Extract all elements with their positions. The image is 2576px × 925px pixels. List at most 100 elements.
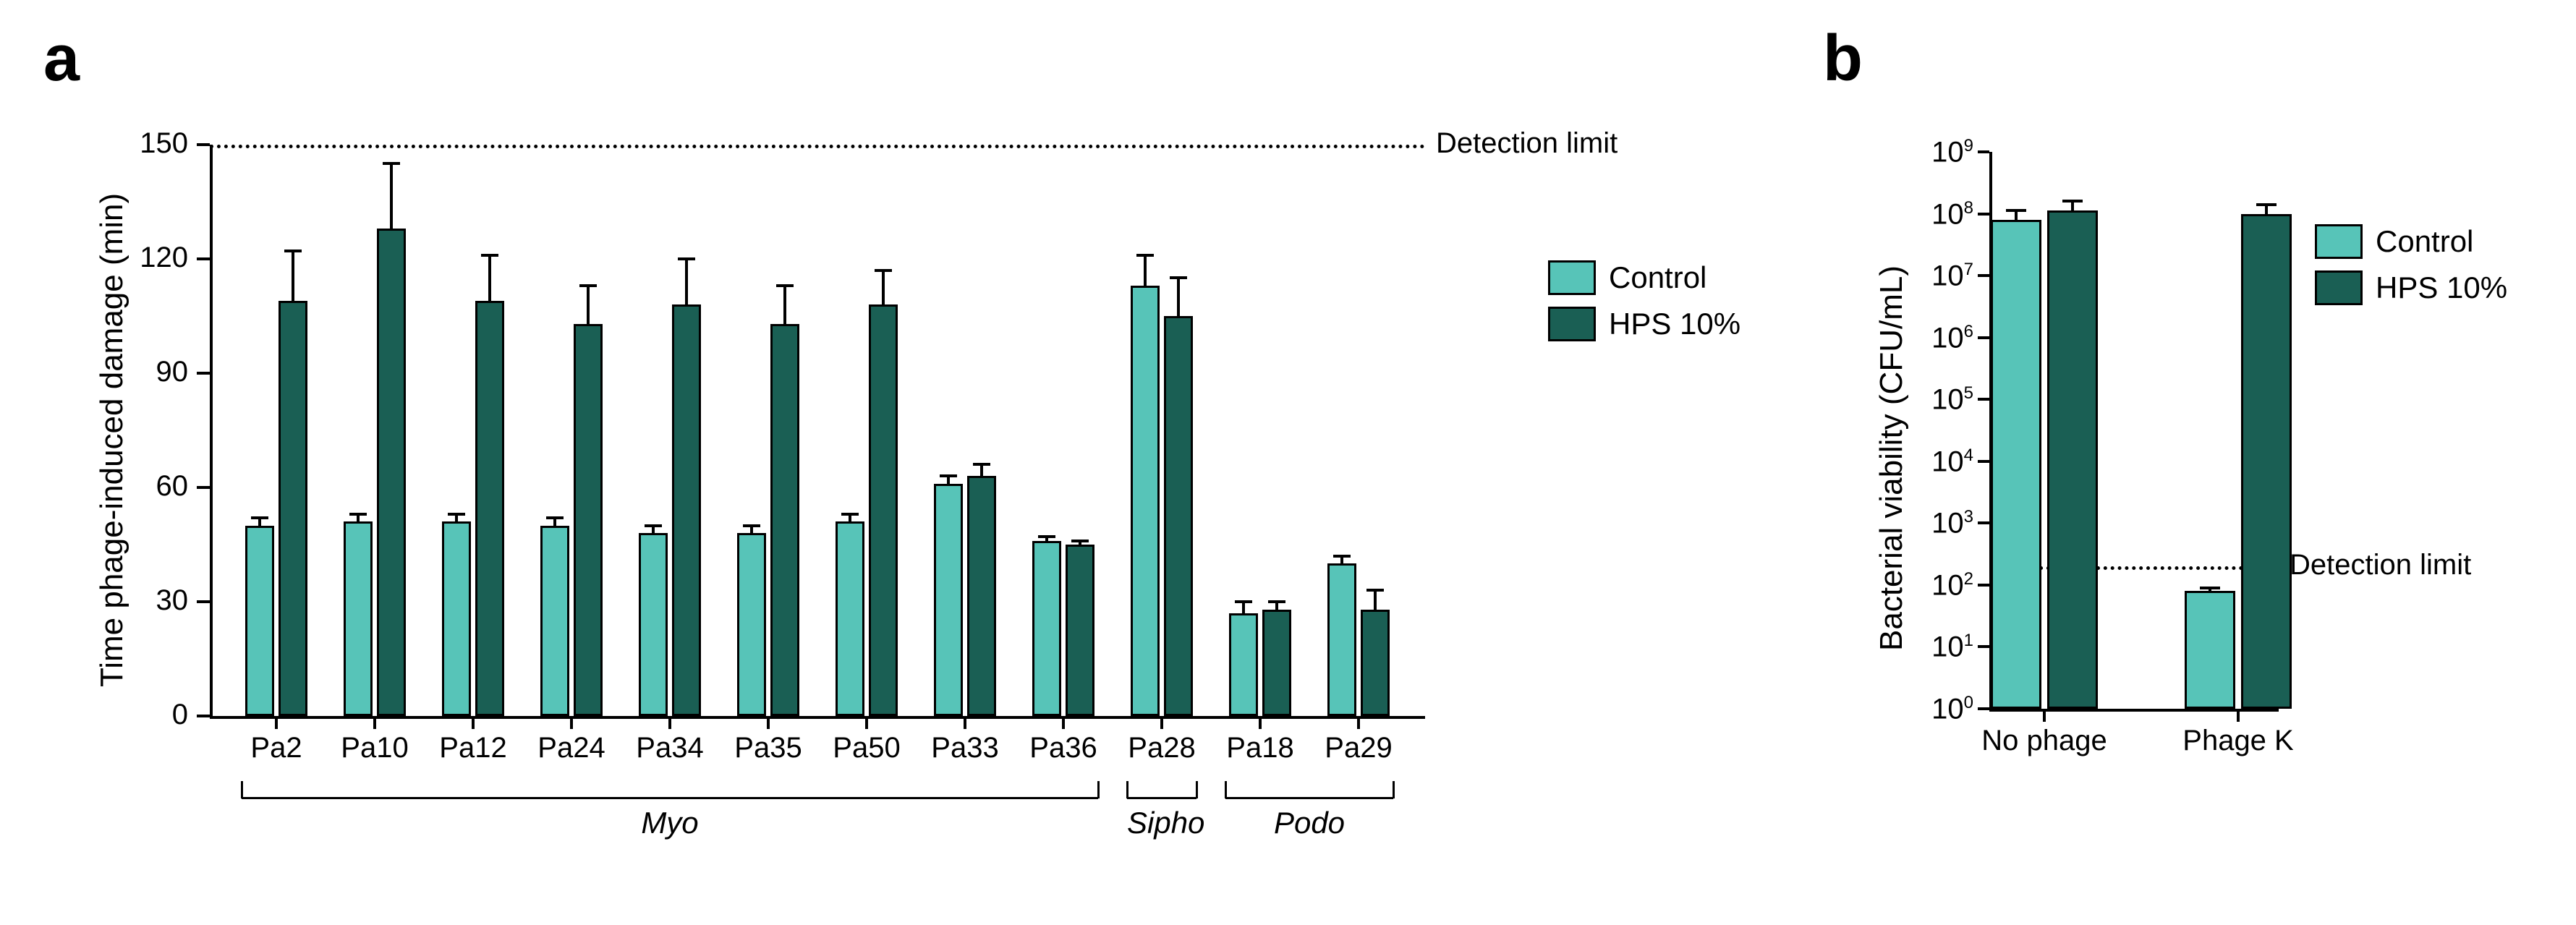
x-tick-label: Pa35 — [725, 732, 812, 764]
detection-limit-label: Detection limit — [1436, 127, 1618, 160]
error-cap — [1366, 589, 1384, 592]
y-axis-title: Time phage-induced damage (min) — [94, 193, 130, 687]
bar-control — [442, 521, 471, 716]
x-tick — [275, 716, 278, 729]
panel-b-label: b — [1823, 22, 1863, 96]
error-cap — [579, 284, 597, 287]
x-tick-label: Pa36 — [1020, 732, 1107, 764]
legend-label-hps-b: HPS 10% — [2376, 270, 2507, 305]
x-tick-label: Pa2 — [233, 732, 320, 764]
error-bar — [1242, 602, 1245, 613]
bar-control — [540, 526, 569, 716]
x-tick-label: Pa29 — [1315, 732, 1402, 764]
x-tick-label: Pa34 — [626, 732, 713, 764]
error-cap-b — [2200, 587, 2220, 589]
bar-control — [934, 484, 963, 716]
legend-row-control: Control — [1548, 260, 1740, 295]
error-bar — [1144, 255, 1147, 286]
y-tick-label-b: 103 — [1910, 507, 1973, 540]
bar-hps — [672, 304, 701, 716]
x-tick-label: Pa10 — [331, 732, 418, 764]
error-cap — [251, 516, 268, 519]
bar-control — [836, 521, 864, 716]
bar-hps — [1262, 610, 1291, 716]
y-tick — [197, 600, 210, 603]
y-tick-b — [1978, 213, 1989, 216]
bar-hps — [1361, 610, 1390, 716]
bar-control-b — [1991, 220, 2041, 709]
error-bar — [1177, 278, 1180, 316]
legend-label-hps: HPS 10% — [1609, 307, 1740, 341]
y-tick-label-b: 106 — [1910, 322, 1973, 354]
error-cap — [841, 513, 859, 516]
x-tick-label: Pa50 — [823, 732, 910, 764]
bracket-end — [1393, 781, 1395, 798]
bar-hps — [1164, 316, 1193, 716]
bar-control-b — [2185, 591, 2235, 709]
error-bar — [783, 286, 786, 324]
error-cap — [743, 524, 760, 527]
y-tick-label: 30 — [123, 584, 188, 617]
bracket-label-sipho: Sipho — [1127, 806, 1196, 840]
error-cap — [448, 513, 465, 516]
bracket-label-myo: Myo — [242, 806, 1098, 840]
bar-control — [639, 533, 668, 716]
error-cap — [1235, 600, 1252, 603]
error-bar — [587, 286, 590, 324]
error-cap — [776, 284, 794, 287]
panel-a-label: a — [43, 22, 80, 96]
x-tick-b — [2237, 709, 2240, 722]
bar-hps-b — [2241, 214, 2292, 709]
x-tick-label-b: Phage K — [2159, 725, 2318, 757]
y-tick — [197, 715, 210, 717]
y-tick — [197, 486, 210, 489]
panel-a-chart: 0306090120150Time phage-induced damage (… — [72, 145, 1519, 723]
error-bar — [488, 255, 491, 301]
bar-control — [1229, 613, 1258, 716]
x-tick-label: Pa18 — [1217, 732, 1304, 764]
error-cap — [481, 254, 498, 257]
error-cap — [973, 463, 990, 466]
error-cap — [875, 269, 892, 272]
bracket-end — [1225, 781, 1227, 798]
error-cap-b — [2062, 200, 2083, 203]
y-tick-label: 0 — [123, 699, 188, 731]
x-axis — [210, 716, 1425, 719]
error-cap — [645, 524, 662, 527]
bar-control — [245, 526, 274, 716]
bar-control — [737, 533, 766, 716]
error-bar — [390, 163, 393, 229]
bracket-label-podo: Podo — [1225, 806, 1393, 840]
legend-row-hps: HPS 10% — [1548, 307, 1740, 341]
x-tick-label: Pa24 — [528, 732, 615, 764]
y-tick-label: 60 — [123, 470, 188, 503]
y-tick-b — [1978, 336, 1989, 339]
bracket-end — [1126, 781, 1128, 798]
y-tick-b — [1978, 274, 1989, 277]
x-tick-b — [2043, 709, 2046, 722]
error-bar — [1374, 590, 1377, 609]
y-tick-b — [1978, 645, 1989, 648]
panel-b-legend: Control HPS 10% — [2315, 224, 2507, 317]
x-tick — [865, 716, 868, 729]
y-tick-label: 120 — [123, 242, 188, 274]
bracket-end — [241, 781, 243, 798]
bracket-myo — [242, 797, 1098, 799]
y-tick-label-b: 104 — [1910, 446, 1973, 478]
legend-row-hps-b: HPS 10% — [2315, 270, 2507, 305]
error-cap — [940, 474, 957, 477]
y-tick-b — [1978, 150, 1989, 153]
bar-hps — [869, 304, 898, 716]
error-cap-b — [2006, 209, 2026, 212]
y-tick-label-b: 105 — [1910, 383, 1973, 416]
x-tick — [964, 716, 966, 729]
x-tick — [1160, 716, 1163, 729]
y-tick-label-b: 102 — [1910, 569, 1973, 602]
y-tick-label: 90 — [123, 356, 188, 388]
y-tick-b — [1978, 398, 1989, 401]
x-tick-label: Pa33 — [922, 732, 1008, 764]
x-tick — [373, 716, 376, 729]
y-tick-b — [1978, 521, 1989, 524]
error-cap — [1268, 600, 1285, 603]
y-tick — [197, 257, 210, 260]
